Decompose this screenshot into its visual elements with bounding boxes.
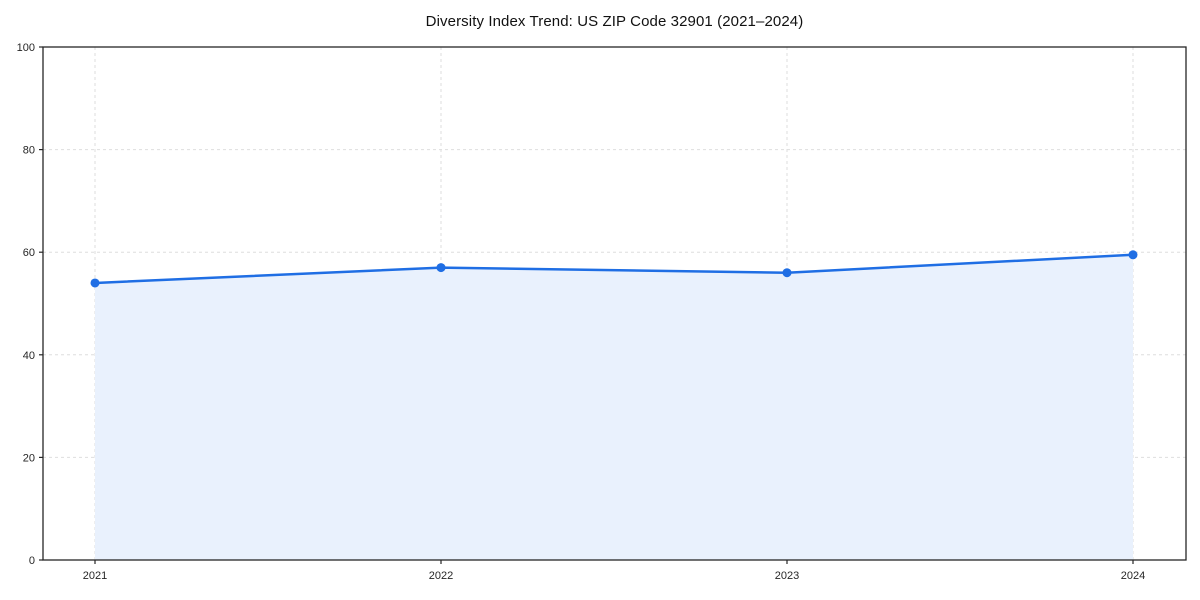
data-point-2023 (782, 268, 792, 278)
area-fill (95, 254, 1133, 560)
chart-title: Diversity Index Trend: US ZIP Code 32901… (425, 13, 804, 30)
plot-border (42, 46, 1187, 561)
x-tick-label-2021: 2021 (83, 570, 107, 582)
x-tick-label-2023: 2023 (775, 570, 799, 582)
data-point-2021 (90, 278, 100, 288)
x-tick-label-2024: 2024 (1121, 570, 1145, 582)
y-tick-label-0: 0 (29, 555, 35, 567)
x-tick-label-2022: 2022 (429, 570, 453, 582)
trend-line (93, 253, 1135, 285)
y-tick-label-40: 40 (23, 350, 35, 362)
y-tick-label-80: 80 (23, 145, 35, 157)
y-tick-label-100: 100 (17, 42, 35, 54)
data-point-2022 (436, 263, 446, 273)
data-point-2024 (1128, 250, 1138, 260)
y-tick-label-60: 60 (23, 247, 35, 259)
y-tick-label-20: 20 (23, 452, 35, 464)
